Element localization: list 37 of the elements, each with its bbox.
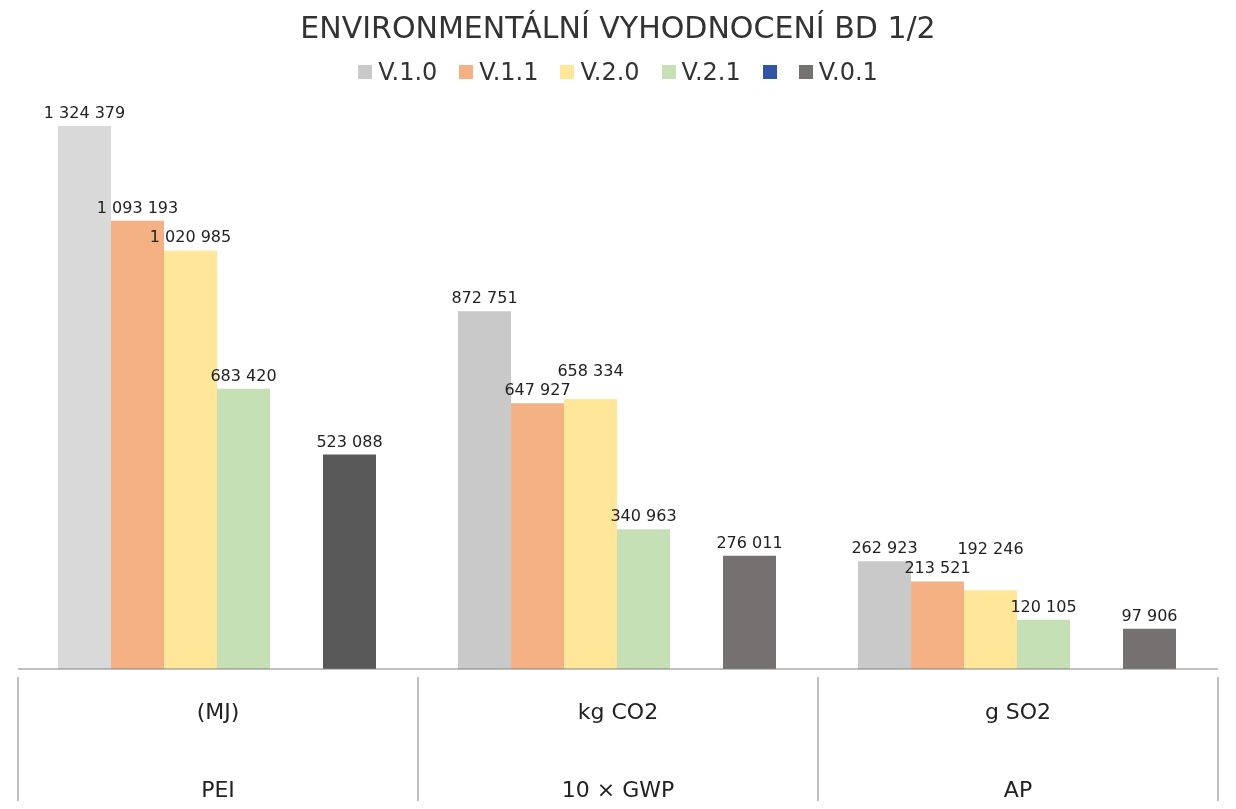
bar: [323, 454, 376, 669]
x-tick-label: AP: [1003, 777, 1033, 802]
bar: [1017, 619, 1070, 669]
data-label: 1 093 193: [96, 197, 179, 217]
data-label: 192 246: [957, 539, 1024, 559]
bar: [911, 581, 964, 669]
legend-label: V.1.0: [378, 58, 438, 86]
data-label: 276 011: [716, 532, 783, 552]
data-label: 340 963: [610, 506, 677, 526]
text: kg CO2: [577, 699, 659, 724]
bar: [1123, 628, 1176, 669]
text: (MJ): [196, 699, 240, 724]
data-label: 262 923: [851, 538, 918, 558]
x-tick-label: PEI: [201, 777, 235, 802]
legend-label: V.1.1: [479, 58, 539, 86]
data-label: 647 927: [504, 380, 571, 400]
data-label: 658 334: [557, 361, 624, 381]
bar: [217, 388, 270, 669]
data-label: 523 088: [316, 431, 383, 451]
data-label: 1 020 985: [149, 227, 232, 247]
data-label: 120 105: [1010, 596, 1077, 616]
data-label: 683 420: [210, 365, 277, 385]
data-label: 1 324 379: [43, 103, 126, 122]
legend-label: V.0.1: [818, 58, 878, 86]
bar: [617, 529, 670, 669]
legend-label: V.2.1: [681, 58, 741, 86]
bar: [511, 403, 564, 669]
chart-title: ENVIRONMENTÁLNÍ VYHODNOCENÍ BD 1/2: [299, 9, 937, 47]
text: g SO2: [984, 699, 1052, 724]
bar: [58, 126, 111, 669]
x-tick-label: 10 × GWP: [561, 777, 675, 802]
data-label: 213 521: [904, 558, 971, 578]
data-label: 97 906: [1121, 605, 1178, 625]
data-label: 872 751: [451, 288, 518, 308]
legend-label: V.2.0: [580, 58, 640, 86]
bar: [111, 220, 164, 669]
bar: [723, 555, 776, 669]
